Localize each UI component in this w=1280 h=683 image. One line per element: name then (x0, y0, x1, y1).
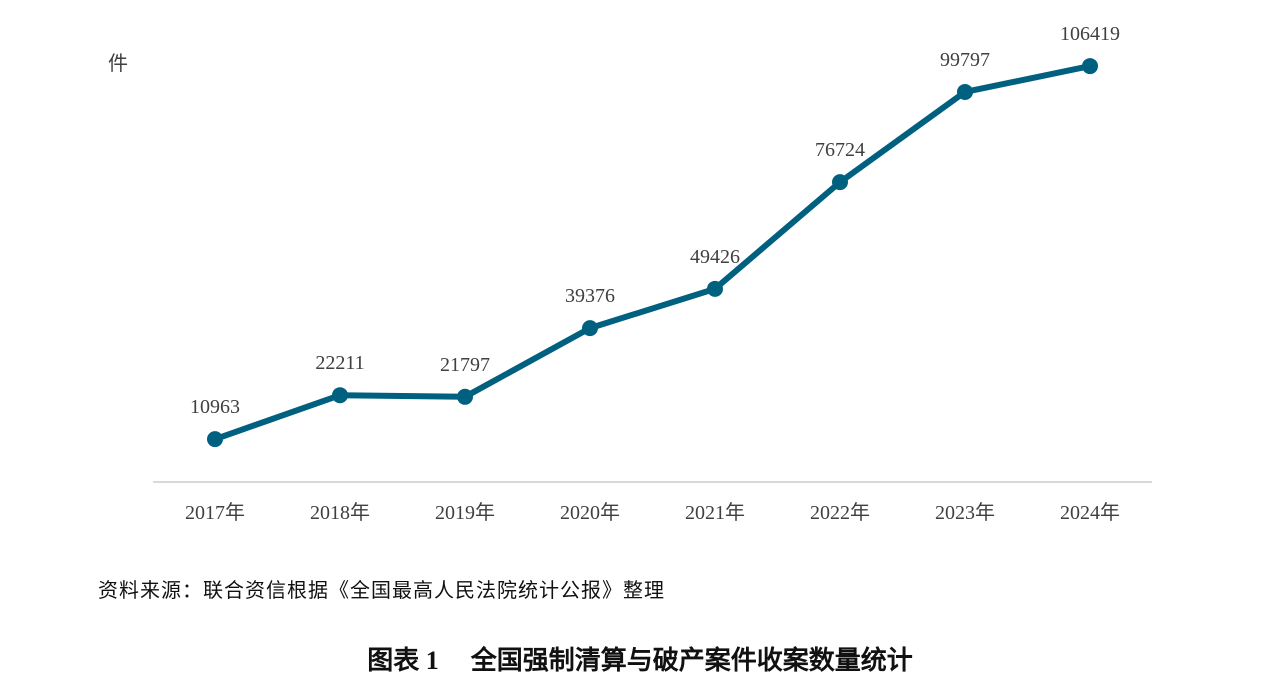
data-point (582, 320, 598, 337)
x-tick-label: 2018年 (310, 501, 370, 524)
data-label: 99797 (940, 49, 990, 71)
x-tick-label: 2019年 (435, 501, 495, 524)
data-point (1082, 58, 1098, 75)
caption-title: 全国强制清算与破产案件收案数量统计 (470, 646, 913, 675)
data-point (457, 388, 473, 405)
data-label: 106419 (1060, 23, 1120, 45)
data-label: 22211 (315, 352, 364, 374)
data-point (332, 387, 348, 404)
data-label: 21797 (440, 354, 490, 376)
series-line (214, 63, 1091, 442)
caption-number: 图表 1 (367, 646, 439, 675)
y-axis-label: 件 (108, 52, 128, 75)
data-point (832, 174, 848, 191)
data-point (207, 431, 223, 448)
data-point (707, 280, 723, 297)
figure-caption: 图表 1 全国强制清算与破产案件收案数量统计 (0, 640, 1280, 677)
line-chart: 件 10963 2017年 22211 2018年 21797 2019年 39376 202… (108, 23, 1152, 524)
x-tick-label: 2021年 (685, 501, 745, 524)
data-label: 10963 (190, 396, 240, 418)
data-label: 39376 (565, 285, 615, 307)
data-label: 76724 (815, 139, 865, 161)
data-point (957, 83, 973, 100)
x-tick-label: 2024年 (1060, 501, 1120, 524)
x-tick-label: 2022年 (810, 501, 870, 524)
x-tick-label: 2017年 (185, 501, 245, 524)
source-note: 资料来源：联合资信根据《全国最高人民法院统计公报》整理 (98, 580, 665, 602)
data-label: 49426 (690, 246, 740, 268)
x-tick-label: 2023年 (935, 501, 995, 524)
x-tick-label: 2020年 (560, 501, 620, 524)
